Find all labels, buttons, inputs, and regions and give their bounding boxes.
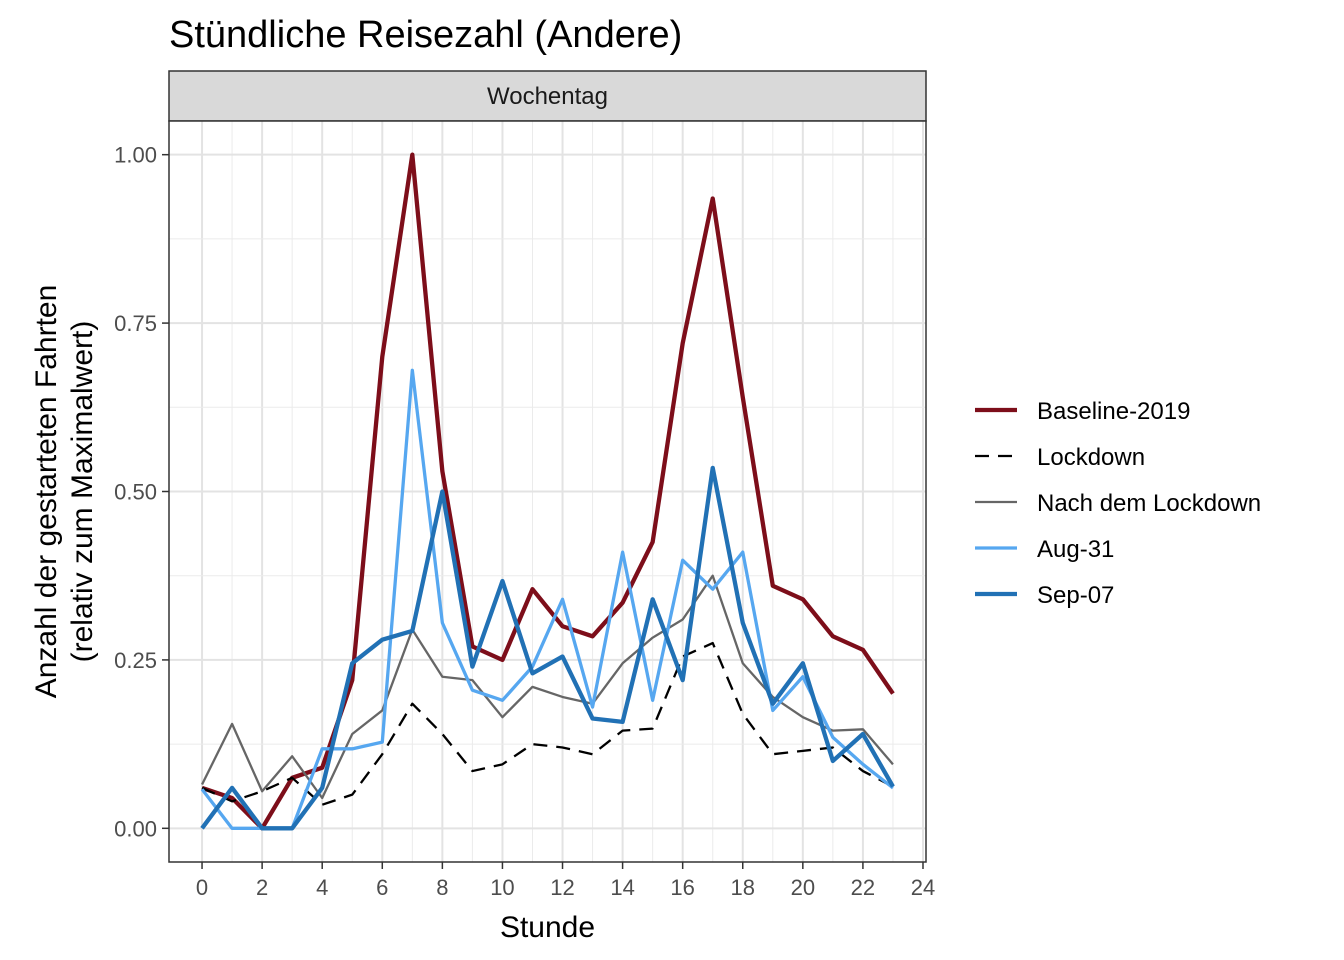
series-line-baseline-2019 <box>201 152 895 831</box>
y-tick-label: 1.00 <box>114 143 157 168</box>
x-tick-label: 0 <box>196 875 208 900</box>
x-tick-label: 20 <box>791 875 815 900</box>
y-tick-label: 0.50 <box>114 480 157 505</box>
x-axis-title: Stunde <box>500 911 595 944</box>
x-tick-label: 16 <box>670 875 694 900</box>
chart-title: Stündliche Reisezahl (Andere) <box>169 14 682 56</box>
x-tick-label: 8 <box>436 875 448 900</box>
y-tick-label: 0.00 <box>114 816 157 841</box>
x-tick-label: 6 <box>376 875 388 900</box>
facet-strip <box>168 70 927 122</box>
y-tick-label: 0.75 <box>114 311 157 336</box>
facet-strip-label: Wochentag <box>487 83 608 110</box>
y-axis-title-line-2: (relativ zum Maximalwert) <box>66 321 99 663</box>
y-axis-title-line-1: Anzahl der gestarteten Fahrten <box>30 285 63 699</box>
x-tick-label: 2 <box>256 875 268 900</box>
y-tick-label: 0.25 <box>114 648 157 673</box>
legend-label: Baseline-2019 <box>1037 398 1190 425</box>
legend-label: Lockdown <box>1037 444 1145 471</box>
x-tick-label: 4 <box>316 875 328 900</box>
series-line-aug-31 <box>200 368 894 830</box>
x-tick-label: 18 <box>731 875 755 900</box>
x-tick-label: 12 <box>550 875 574 900</box>
x-tick-label: 22 <box>851 875 875 900</box>
legend-label: Aug-31 <box>1037 536 1114 563</box>
x-tick-label: 24 <box>911 875 935 900</box>
x-tick-label: 10 <box>490 875 514 900</box>
legend-label: Nach dem Lockdown <box>1037 490 1261 517</box>
series-line-lockdown <box>201 641 894 806</box>
series-line-sep-07 <box>200 465 895 831</box>
x-tick-label: 14 <box>610 875 634 900</box>
legend-label: Sep-07 <box>1037 582 1114 609</box>
